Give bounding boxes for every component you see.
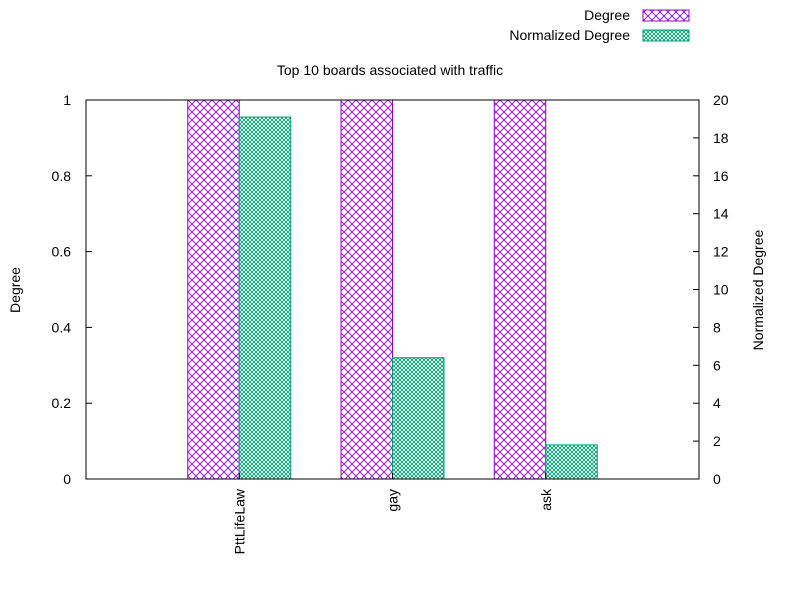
- y2-tick-label: 14: [713, 206, 729, 222]
- y-tick-label: 0.6: [52, 244, 72, 260]
- y2-tick-label: 18: [713, 130, 729, 146]
- legend-swatch: [642, 9, 690, 22]
- legend: Degree Normalized Degree: [509, 7, 690, 43]
- plot-frame: [85, 99, 700, 480]
- y2-axis-label: Normalized Degree: [750, 229, 766, 350]
- bar-normalized-degree-gay: [392, 357, 445, 480]
- x-tick-label: PttLifeLaw: [231, 488, 247, 554]
- y-axis-label: Degree: [7, 267, 23, 313]
- y2-tick-label: 16: [713, 168, 729, 184]
- x-tick-label: ask: [538, 488, 554, 511]
- bar-normalized-degree-ask: [545, 444, 598, 480]
- bar-normalized-degree-pttlifelaw: [238, 116, 292, 480]
- y2-tick-label: 8: [713, 319, 721, 335]
- y-tick-label: 0.2: [52, 395, 72, 411]
- legend-swatch: [642, 29, 690, 42]
- y2-tick-label: 20: [713, 92, 729, 108]
- bar-degree-pttlifelaw: [187, 99, 240, 480]
- y-tick-label: 0.8: [52, 168, 72, 184]
- y-tick-label: 1: [63, 92, 71, 108]
- bar-degree-gay: [340, 99, 393, 480]
- y2-tick-label: 10: [713, 282, 729, 298]
- y2-tick-label: 0: [713, 471, 721, 487]
- y2-tick-label: 4: [713, 395, 721, 411]
- y-tick-label: 0.4: [52, 319, 72, 335]
- y-tick-label: 0: [63, 471, 71, 487]
- legend-label: Normalized Degree: [509, 27, 630, 43]
- legend-label: Degree: [584, 7, 630, 23]
- x-tick-label: gay: [385, 489, 401, 512]
- y2-tick-label: 2: [713, 433, 721, 449]
- chart-title: Top 10 boards associated with traffic: [277, 62, 503, 78]
- bars-layer: [187, 99, 598, 480]
- y2-tick-label: 6: [713, 357, 721, 373]
- bar-degree-ask: [493, 99, 547, 480]
- y2-tick-label: 12: [713, 244, 729, 260]
- ticks-layer: PttLifeLaw gay ask00.20.40.60.810246810121…: [52, 92, 729, 554]
